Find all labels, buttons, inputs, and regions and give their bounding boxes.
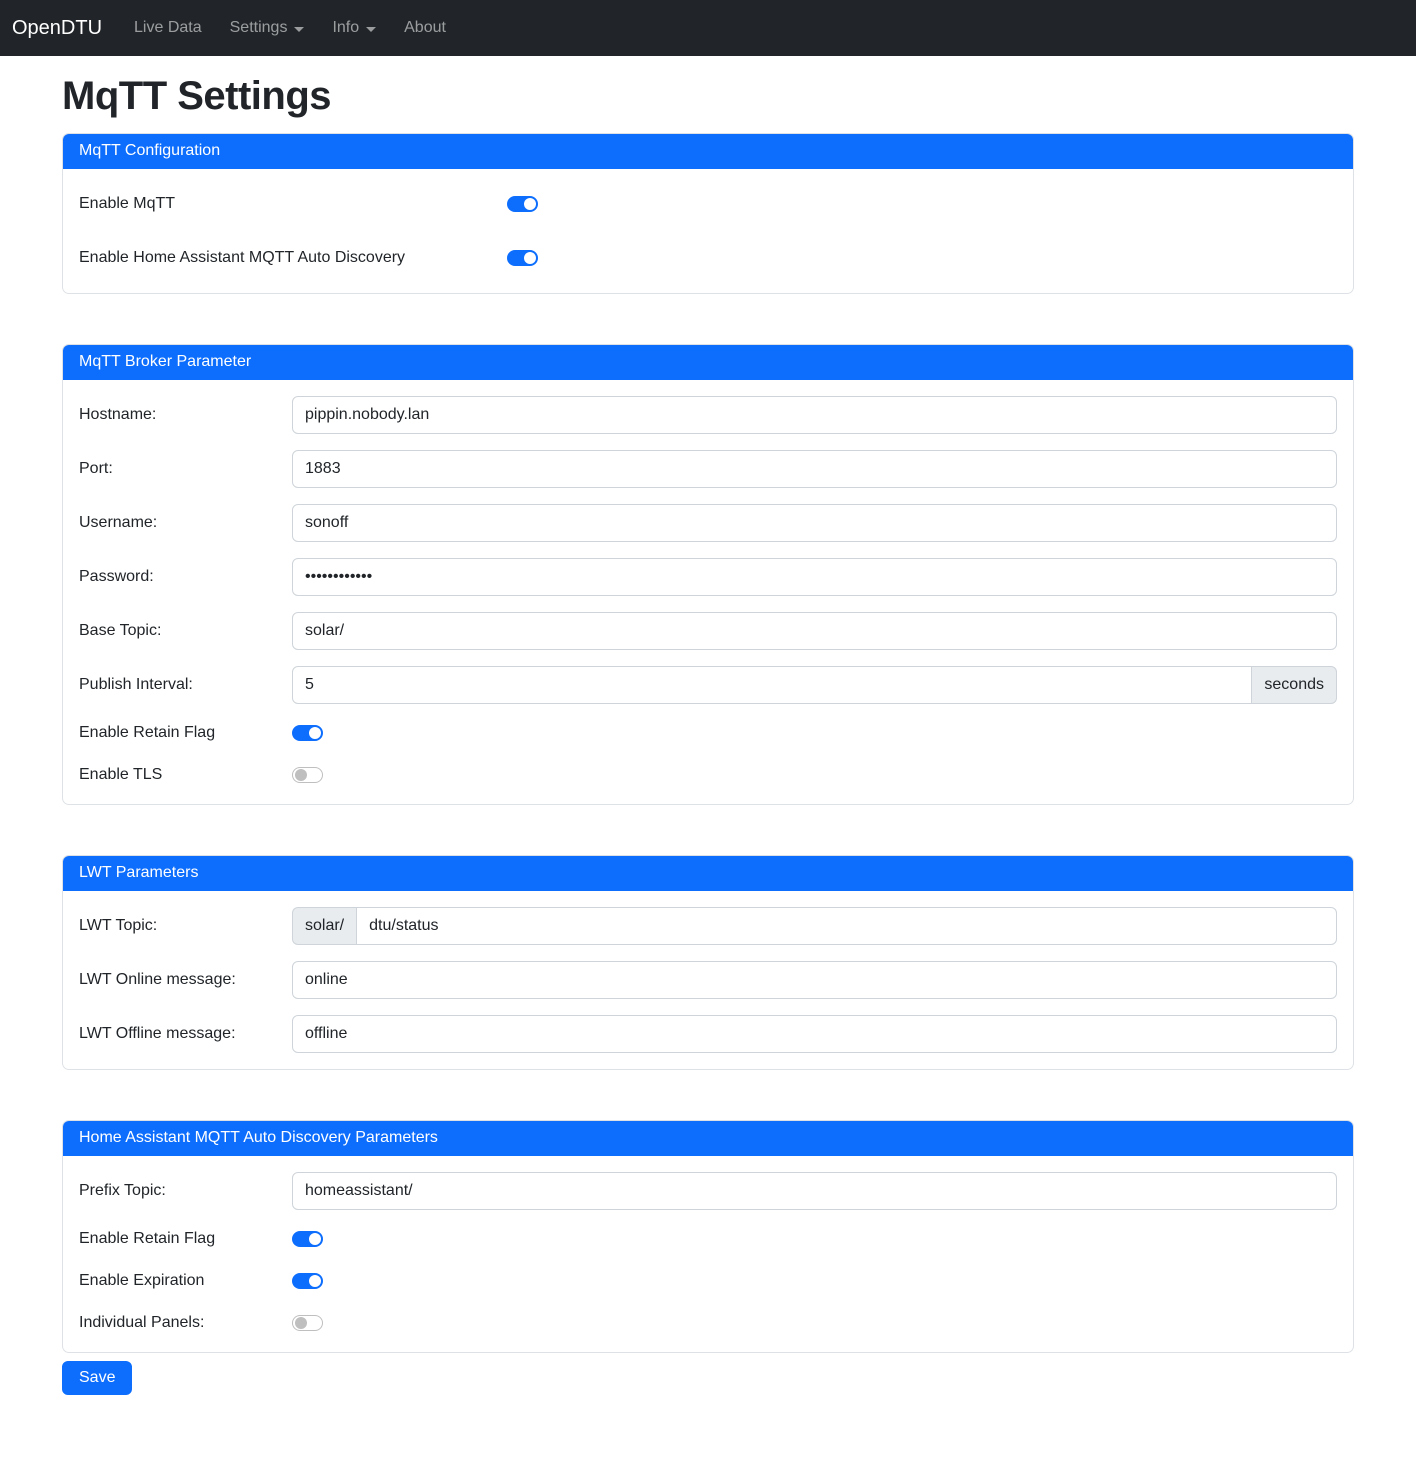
base-topic-input[interactable] bbox=[292, 612, 1337, 650]
row-port: Port: bbox=[79, 450, 1337, 488]
row-lwt-offline-message: LWT Offline message: bbox=[79, 1015, 1337, 1053]
individual-panels-label: Individual Panels: bbox=[79, 1314, 205, 1331]
card-header-lwt-parameters: LWT Parameters bbox=[63, 856, 1353, 891]
row-password: Password: bbox=[79, 558, 1337, 596]
prefix-topic-input[interactable] bbox=[292, 1172, 1337, 1210]
publish-interval-unit: seconds bbox=[1252, 666, 1337, 704]
nav-item-info-label: Info bbox=[332, 19, 360, 36]
row-lwt-online-message: LWT Online message: bbox=[79, 961, 1337, 999]
card-header-hass-auto-discovery: Home Assistant MQTT Auto Discovery Param… bbox=[63, 1121, 1353, 1156]
port-label: Port: bbox=[79, 460, 113, 477]
row-prefix-topic: Prefix Topic: bbox=[79, 1172, 1337, 1210]
enable-hass-discovery-label: Enable Home Assistant MQTT Auto Discover… bbox=[79, 249, 406, 266]
brand-opendtu[interactable]: OpenDTU bbox=[12, 16, 103, 39]
enable-retain-flag-label: Enable Retain Flag bbox=[79, 724, 216, 741]
username-input[interactable] bbox=[292, 504, 1337, 542]
save-button[interactable]: Save bbox=[62, 1361, 133, 1395]
row-enable-retain-flag: Enable Retain Flag bbox=[79, 720, 1337, 746]
row-base-topic: Base Topic: bbox=[79, 612, 1337, 650]
lwt-topic-prefix: solar/ bbox=[292, 907, 357, 945]
main-content: MqTT Settings MqTT Configuration Enable … bbox=[62, 74, 1354, 1395]
nav-item-about[interactable]: About bbox=[404, 19, 446, 36]
chevron-down-icon bbox=[366, 26, 377, 32]
enable-retain-flag-toggle[interactable] bbox=[292, 725, 323, 741]
row-enable-mqtt: Enable MqTT bbox=[79, 185, 1337, 223]
publish-interval-label: Publish Interval: bbox=[79, 676, 193, 693]
row-enable-hass-discovery: Enable Home Assistant MQTT Auto Discover… bbox=[79, 239, 1337, 277]
lwt-topic-input[interactable] bbox=[356, 907, 1337, 945]
card-body: Hostname: Port: Username: Password: Base… bbox=[63, 380, 1353, 804]
page-title: MqTT Settings bbox=[62, 74, 332, 118]
nav-item-settings-label: Settings bbox=[229, 19, 288, 36]
password-label: Password: bbox=[79, 568, 154, 585]
card-header-mqtt-broker-parameter: MqTT Broker Parameter bbox=[63, 345, 1353, 380]
publish-interval-input[interactable] bbox=[292, 666, 1253, 704]
individual-panels-toggle[interactable] bbox=[292, 1315, 323, 1331]
hass-enable-retain-flag-toggle[interactable] bbox=[292, 1231, 323, 1247]
card-mqtt-configuration: MqTT Configuration Enable MqTT Enable Ho… bbox=[62, 133, 1354, 294]
row-hass-enable-retain-flag: Enable Retain Flag bbox=[79, 1226, 1337, 1252]
card-header-mqtt-configuration: MqTT Configuration bbox=[63, 134, 1353, 169]
card-lwt-parameters: LWT Parameters LWT Topic: solar/ LWT Onl… bbox=[62, 855, 1354, 1070]
enable-mqtt-toggle[interactable] bbox=[507, 196, 538, 212]
card-body: Prefix Topic: Enable Retain Flag Enable … bbox=[63, 1156, 1353, 1352]
enable-tls-label: Enable TLS bbox=[79, 766, 163, 783]
prefix-topic-label: Prefix Topic: bbox=[79, 1182, 166, 1199]
nav-item-settings[interactable]: Settings bbox=[216, 11, 319, 45]
nav-item-live-data[interactable]: Live Data bbox=[134, 19, 202, 36]
card-body: Enable MqTT Enable Home Assistant MQTT A… bbox=[63, 169, 1353, 293]
row-individual-panels: Individual Panels: bbox=[79, 1310, 1337, 1336]
row-enable-tls: Enable TLS bbox=[79, 762, 1337, 788]
publish-interval-group: seconds bbox=[292, 666, 1337, 704]
enable-hass-discovery-toggle[interactable] bbox=[507, 250, 538, 266]
enable-tls-toggle[interactable] bbox=[292, 767, 323, 783]
hostname-label: Hostname: bbox=[79, 406, 157, 423]
row-lwt-topic: LWT Topic: solar/ bbox=[79, 907, 1337, 945]
base-topic-label: Base Topic: bbox=[79, 622, 162, 639]
lwt-topic-label: LWT Topic: bbox=[79, 917, 158, 934]
hostname-input[interactable] bbox=[292, 396, 1337, 434]
card-body: LWT Topic: solar/ LWT Online message: LW… bbox=[63, 891, 1353, 1069]
password-input[interactable] bbox=[292, 558, 1337, 596]
lwt-online-message-input[interactable] bbox=[292, 961, 1337, 999]
enable-expiration-label: Enable Expiration bbox=[79, 1272, 205, 1289]
card-hass-auto-discovery-parameters: Home Assistant MQTT Auto Discovery Param… bbox=[62, 1120, 1354, 1353]
row-username: Username: bbox=[79, 504, 1337, 542]
username-label: Username: bbox=[79, 514, 158, 531]
card-mqtt-broker-parameter: MqTT Broker Parameter Hostname: Port: Us… bbox=[62, 344, 1354, 805]
lwt-topic-group: solar/ bbox=[292, 907, 1337, 945]
nav-item-info[interactable]: Info bbox=[318, 11, 390, 45]
row-publish-interval: Publish Interval: seconds bbox=[79, 666, 1337, 704]
enable-mqtt-label: Enable MqTT bbox=[79, 195, 176, 212]
navbar: OpenDTU Live Data Settings Info About bbox=[0, 0, 1416, 56]
enable-expiration-toggle[interactable] bbox=[292, 1273, 323, 1289]
lwt-online-message-label: LWT Online message: bbox=[79, 971, 236, 988]
row-hostname: Hostname: bbox=[79, 396, 1337, 434]
chevron-down-icon bbox=[294, 26, 305, 32]
lwt-offline-message-label: LWT Offline message: bbox=[79, 1025, 236, 1042]
hass-enable-retain-flag-label: Enable Retain Flag bbox=[79, 1230, 216, 1247]
port-input[interactable] bbox=[292, 450, 1337, 488]
lwt-offline-message-input[interactable] bbox=[292, 1015, 1337, 1053]
row-enable-expiration: Enable Expiration bbox=[79, 1268, 1337, 1294]
